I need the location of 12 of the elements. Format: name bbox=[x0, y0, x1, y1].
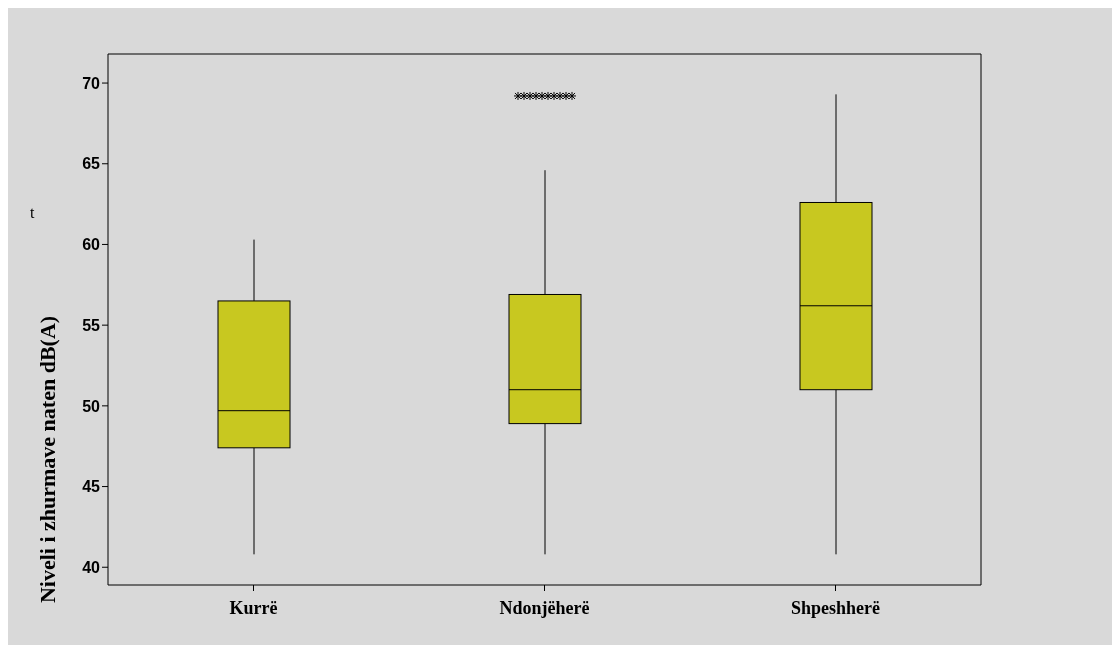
y-tick-label: 70 bbox=[82, 74, 101, 92]
y-tick-label: 60 bbox=[82, 236, 101, 254]
y-tick-label: 45 bbox=[82, 478, 101, 496]
x-tick-label: Kurrë bbox=[229, 597, 278, 618]
y-tick-label: 40 bbox=[82, 558, 101, 576]
y-axis-title: Niveli i zhurmave naten dB(A) bbox=[34, 315, 60, 604]
y-tick-label: 55 bbox=[82, 316, 101, 334]
y-tick-label: 65 bbox=[82, 155, 101, 173]
text: t bbox=[30, 204, 35, 222]
y-tick-label: 50 bbox=[82, 397, 101, 415]
x-tick-label: Ndonjëherë bbox=[499, 597, 590, 618]
x-tick-label: Shpeshherë bbox=[790, 597, 881, 618]
